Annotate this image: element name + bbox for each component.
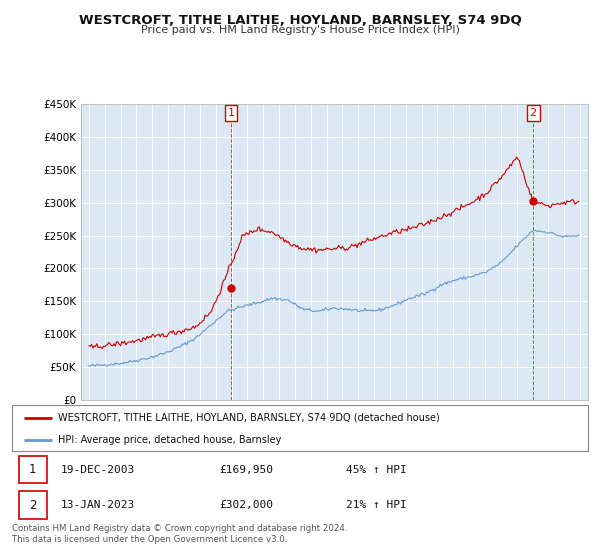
Text: WESTCROFT, TITHE LAITHE, HOYLAND, BARNSLEY, S74 9DQ: WESTCROFT, TITHE LAITHE, HOYLAND, BARNSL… bbox=[79, 14, 521, 27]
Text: 1: 1 bbox=[29, 463, 37, 477]
Text: 1: 1 bbox=[227, 108, 235, 118]
Text: HPI: Average price, detached house, Barnsley: HPI: Average price, detached house, Barn… bbox=[58, 435, 281, 445]
Text: £169,950: £169,950 bbox=[220, 465, 274, 475]
Text: 45% ↑ HPI: 45% ↑ HPI bbox=[346, 465, 407, 475]
Text: 2: 2 bbox=[530, 108, 537, 118]
Text: Contains HM Land Registry data © Crown copyright and database right 2024.
This d: Contains HM Land Registry data © Crown c… bbox=[12, 524, 347, 544]
Text: Price paid vs. HM Land Registry's House Price Index (HPI): Price paid vs. HM Land Registry's House … bbox=[140, 25, 460, 35]
Bar bbox=[19, 492, 47, 519]
Text: 21% ↑ HPI: 21% ↑ HPI bbox=[346, 500, 407, 510]
Text: 2: 2 bbox=[29, 498, 37, 512]
Bar bbox=[19, 456, 47, 483]
Text: WESTCROFT, TITHE LAITHE, HOYLAND, BARNSLEY, S74 9DQ (detached house): WESTCROFT, TITHE LAITHE, HOYLAND, BARNSL… bbox=[58, 413, 440, 423]
Text: 19-DEC-2003: 19-DEC-2003 bbox=[61, 465, 135, 475]
Text: £302,000: £302,000 bbox=[220, 500, 274, 510]
Text: 13-JAN-2023: 13-JAN-2023 bbox=[61, 500, 135, 510]
